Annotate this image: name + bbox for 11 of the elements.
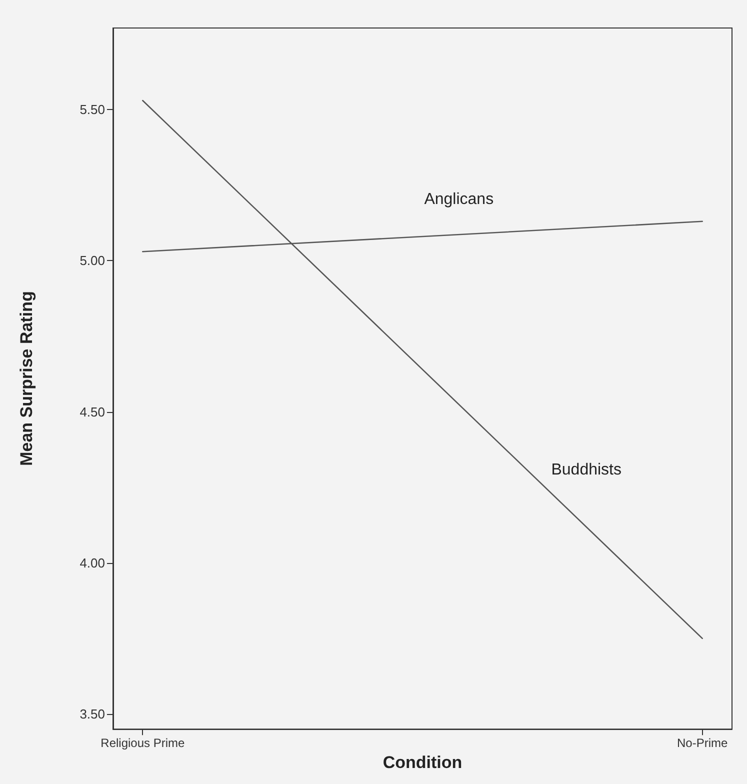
series-label: Buddhists — [551, 462, 622, 479]
y-tick-label: 4.00 — [80, 555, 105, 570]
y-tick-label: 5.00 — [80, 253, 105, 268]
y-tick-label: 3.50 — [80, 706, 105, 722]
y-axis-title: Mean Surprise Rating — [17, 291, 36, 466]
x-axis-title: Condition — [382, 753, 462, 772]
y-tick-label: 5.50 — [80, 102, 105, 118]
x-tick-label: Religious Prime — [100, 736, 186, 750]
series-label: Anglicans — [424, 190, 494, 208]
x-tick-label: No-Prime — [677, 736, 728, 750]
y-tick-label: 4.50 — [80, 404, 105, 420]
